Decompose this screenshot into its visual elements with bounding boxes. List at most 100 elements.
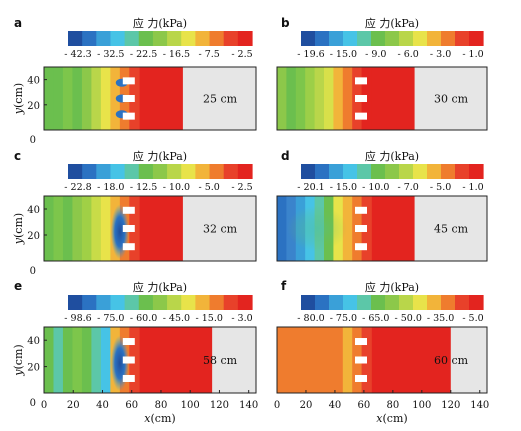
wall-block [122,112,135,120]
colorbar-segment [385,31,400,46]
x-tick-label: 60 [125,400,138,411]
colorbar-segment [152,295,168,310]
colorbar-tick-label: - 45.0 [163,313,190,324]
colorbar-segment [427,295,442,310]
colorbar-segment [329,31,344,46]
y-tick-label: 20 [27,101,40,112]
wall-block [122,338,135,346]
colorbar-segment [167,295,182,310]
colorbar-segment [110,164,126,179]
colorbar-segment [413,31,428,46]
panel-e: e 应 力(kPa) - 98.6 - 75.0 - 60.0 - 45.0 - 15.0-… [12,279,258,425]
stress-band [72,196,83,261]
colorbar-segment [399,164,414,179]
colorbar-segment [152,164,168,179]
colorbar-segment [357,295,372,310]
colorbar-segment [167,31,182,46]
colorbar-segment [441,31,456,46]
colorbar-segment [237,164,253,179]
stress-band [342,196,353,261]
water-level-label: 32 cm [203,223,238,236]
colorbar-tick-label: - 16.5 [163,49,190,60]
colorbar-tick-label: - 32.5 [97,49,124,60]
colorbar-segment [124,31,140,46]
plot-frame [276,195,488,262]
colorbar-segment [96,31,112,46]
water-level-label: 60 cm [434,354,469,367]
plot-frame [276,326,488,394]
water-level-label: 25 cm [203,93,238,106]
colorbar-tick-label: - 18.0 [97,182,124,193]
colorbar-segment [223,31,239,46]
stress-band [62,196,74,261]
stress-band [91,327,102,393]
colorbar-segment [68,31,83,46]
wall-block [355,112,367,120]
colorbar-segment [455,164,470,179]
colorbar-tick-label: - 3.0 [231,313,252,324]
colorbar-segment [357,164,372,179]
x-tick-label: 140 [239,400,258,411]
x-tick-label: 120 [210,400,229,411]
colorbar-tick-label: - 7.0 [398,182,419,193]
colorbar-tick-label: - 5.0 [199,182,220,193]
colorbar-tick-label: - 12.5 [130,182,157,193]
wall-block [122,77,135,85]
colorbar-segment [301,31,316,46]
colorbar-tick-label: - 3.0 [430,49,451,60]
heatmap-f [277,327,487,393]
colorbar-segment [223,164,239,179]
x-axis-label: x(cm) [376,412,407,425]
colorbar-segment [96,295,112,310]
colorbar-tick-label: - 35.0 [427,313,454,324]
colorbar-tick-label: - 2.5 [231,49,252,60]
stress-band [324,327,335,393]
colorbar-segment [209,295,225,310]
colorbar-segment [469,164,484,179]
panel-label-e: e [14,279,22,293]
colorbar-title: 应 力(kPa) [365,149,419,163]
colorbar-tick-label: - 5.0 [462,313,483,324]
colorbar-title: 应 力(kPa) [133,149,187,163]
stress-band [81,327,93,393]
stress-patch [287,205,347,252]
colorbar-segment [82,31,97,46]
x-tick-label: 100 [412,400,431,411]
colorbar-tick-label: - 19.6 [297,49,324,60]
colorbar-tick-label: - 42.3 [64,49,91,60]
colorbar-segment [469,295,484,310]
colorbar-title: 应 力(kPa) [365,16,419,30]
colorbar-segment [138,295,154,310]
stress-band [333,327,344,393]
panel-label-c: c [14,149,21,163]
colorbar-segment [413,164,428,179]
colorbar-title: 应 力(kPa) [365,280,419,294]
colorbar-tick-label: - 1.0 [462,49,483,60]
y-axis-label: y(cm) [12,213,25,245]
heatmap-d [277,196,487,261]
colorbar-segment [68,295,83,310]
y-axis-label: y(cm) [12,83,25,115]
colorbar-tick-label: - 20.1 [297,182,324,193]
x-tick-label: 40 [96,400,109,411]
colorbar-segment [223,295,239,310]
colorbar-tick-label: - 9.0 [365,49,386,60]
colorbar-segment [427,164,442,179]
wall-block [355,95,367,102]
stress-band [305,67,316,130]
stress-band [277,67,288,130]
colorbar-tick-label: - 22.8 [64,182,91,193]
colorbar-segment [399,295,414,310]
colorbar-segment [427,31,442,46]
stress-band [72,67,83,130]
wall-block [355,356,367,364]
colorbar-tick-label: - 15.0 [330,49,357,60]
plot-frame [43,195,257,262]
colorbar-segment [138,164,154,179]
colorbar-tick-label: - 98.6 [64,313,91,324]
stress-band [286,67,297,130]
colorbar-segment [399,31,414,46]
colorbar-segment [110,31,126,46]
y-tick-label: 0 [30,135,36,146]
